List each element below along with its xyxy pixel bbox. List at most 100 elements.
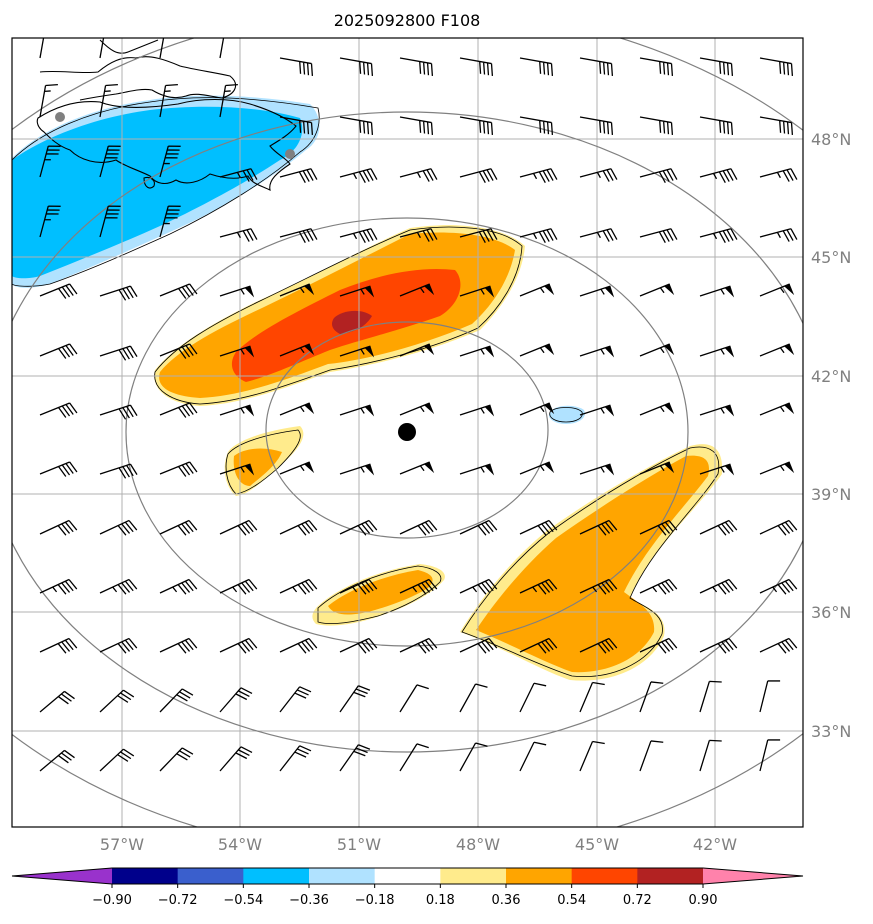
wind-barb: [39, 38, 45, 59]
wind-barb: [219, 519, 258, 536]
lat-tick-label: 45°N: [811, 248, 851, 267]
coastline: [36, 39, 297, 191]
wind-barb: [279, 228, 318, 243]
wind-barb: [759, 739, 781, 772]
coastline-newfoundland: [36, 99, 297, 191]
wind-barb: [459, 637, 498, 654]
wind-barb: [639, 637, 678, 654]
wind-barb: [159, 38, 165, 59]
wind-barb: [759, 637, 798, 654]
wind-barb: [99, 145, 121, 178]
wind-barb: [639, 402, 675, 416]
wind-barb: [159, 747, 194, 772]
wind-barb: [699, 680, 722, 713]
wind-barb: [579, 404, 615, 417]
wind-barb: [459, 228, 498, 243]
wind-barb: [579, 116, 614, 135]
wind-barb: [219, 746, 253, 772]
wind-barb: [39, 343, 78, 359]
wind-barb: [99, 345, 138, 361]
wind-barb: [810, 58, 842, 76]
wind-barb: [639, 343, 675, 357]
wind-barb: [759, 461, 795, 475]
wind-barb: [39, 578, 78, 595]
colorbar-segment: [637, 868, 704, 884]
wind-barb: [99, 637, 138, 654]
wind-barb: [699, 168, 738, 183]
wind-barb: [519, 741, 547, 772]
wind-barb: [339, 57, 374, 76]
center-marker: [398, 423, 416, 441]
wind-barb: [339, 685, 371, 713]
wind-barb: [339, 744, 371, 772]
wind-barb: [759, 116, 794, 135]
contour-negative-northwest: [12, 97, 320, 287]
wind-barb: [519, 283, 555, 297]
lat-tick-labels: 48°N 45°N 42°N 39°N 36°N 33°N: [811, 130, 851, 741]
positive-band-north-darkred: [332, 310, 372, 334]
wind-barb: [399, 168, 438, 182]
wind-barb: [810, 229, 847, 243]
negative-region-dark: [12, 106, 303, 279]
colorbar-extend-low: [12, 868, 112, 884]
wind-barb: [639, 461, 675, 475]
wind-barb: [699, 228, 738, 243]
wind-barb: [579, 637, 618, 654]
lat-tick-label: 36°N: [811, 603, 851, 622]
wind-barb: [159, 578, 198, 595]
wind-barb: [759, 578, 798, 595]
contour-positive-south-small: [317, 565, 442, 624]
wind-barb: [699, 463, 735, 476]
wind-barb: [810, 286, 844, 297]
wind-barb: [759, 402, 795, 416]
wind-barb: [399, 684, 429, 713]
wind-barbs: [39, 38, 847, 772]
wind-barb: [519, 402, 555, 416]
wind-barb: [399, 283, 435, 297]
map-grid: [12, 38, 803, 827]
lat-tick-label: 42°N: [811, 367, 851, 386]
wind-barb: [339, 116, 374, 135]
wind-barb: [579, 740, 605, 772]
coastline-north: [99, 39, 159, 54]
wind-barb: [579, 228, 618, 242]
wind-barb: [579, 578, 618, 595]
wind-barb: [519, 519, 558, 536]
wind-barb: [399, 637, 438, 654]
contour-positive-west: [225, 429, 301, 495]
wind-barb: [639, 681, 664, 713]
wind-barb: [399, 343, 435, 357]
positive-band-south-small-orange: [328, 570, 433, 615]
wind-barb: [339, 345, 375, 358]
wind-barb: [699, 739, 722, 772]
range-ring: [265, 321, 549, 539]
colorbar-segment: [440, 868, 507, 884]
city-marker: [285, 149, 295, 159]
colorbar-extend-high: [703, 868, 803, 884]
wind-barb: [339, 637, 378, 654]
wind-barb: [339, 519, 378, 536]
wind-barb: [810, 680, 828, 712]
wind-barb: [399, 228, 438, 242]
wind-barb: [99, 38, 105, 59]
colorbar-segment: [374, 868, 441, 884]
wind-barb: [399, 461, 435, 475]
wind-barb: [699, 637, 738, 654]
wind-barb: [810, 169, 847, 183]
colorbar-segment: [506, 868, 573, 884]
wind-barb: [579, 285, 615, 298]
wind-barb: [519, 682, 547, 713]
wind-barb: [339, 168, 378, 183]
wind-barb: [219, 345, 255, 358]
wind-barb: [279, 519, 318, 536]
wind-barb: [519, 228, 558, 243]
colorbar-segment: [571, 868, 638, 884]
colorbar-tick-label: −0.36: [289, 893, 329, 908]
wind-barb: [459, 519, 498, 536]
wind-barb: [810, 579, 847, 594]
coastline-island: [143, 176, 155, 189]
colorbar-tick-label: 0.18: [426, 893, 455, 908]
wind-barb: [399, 116, 434, 135]
wind-barb: [759, 680, 781, 713]
